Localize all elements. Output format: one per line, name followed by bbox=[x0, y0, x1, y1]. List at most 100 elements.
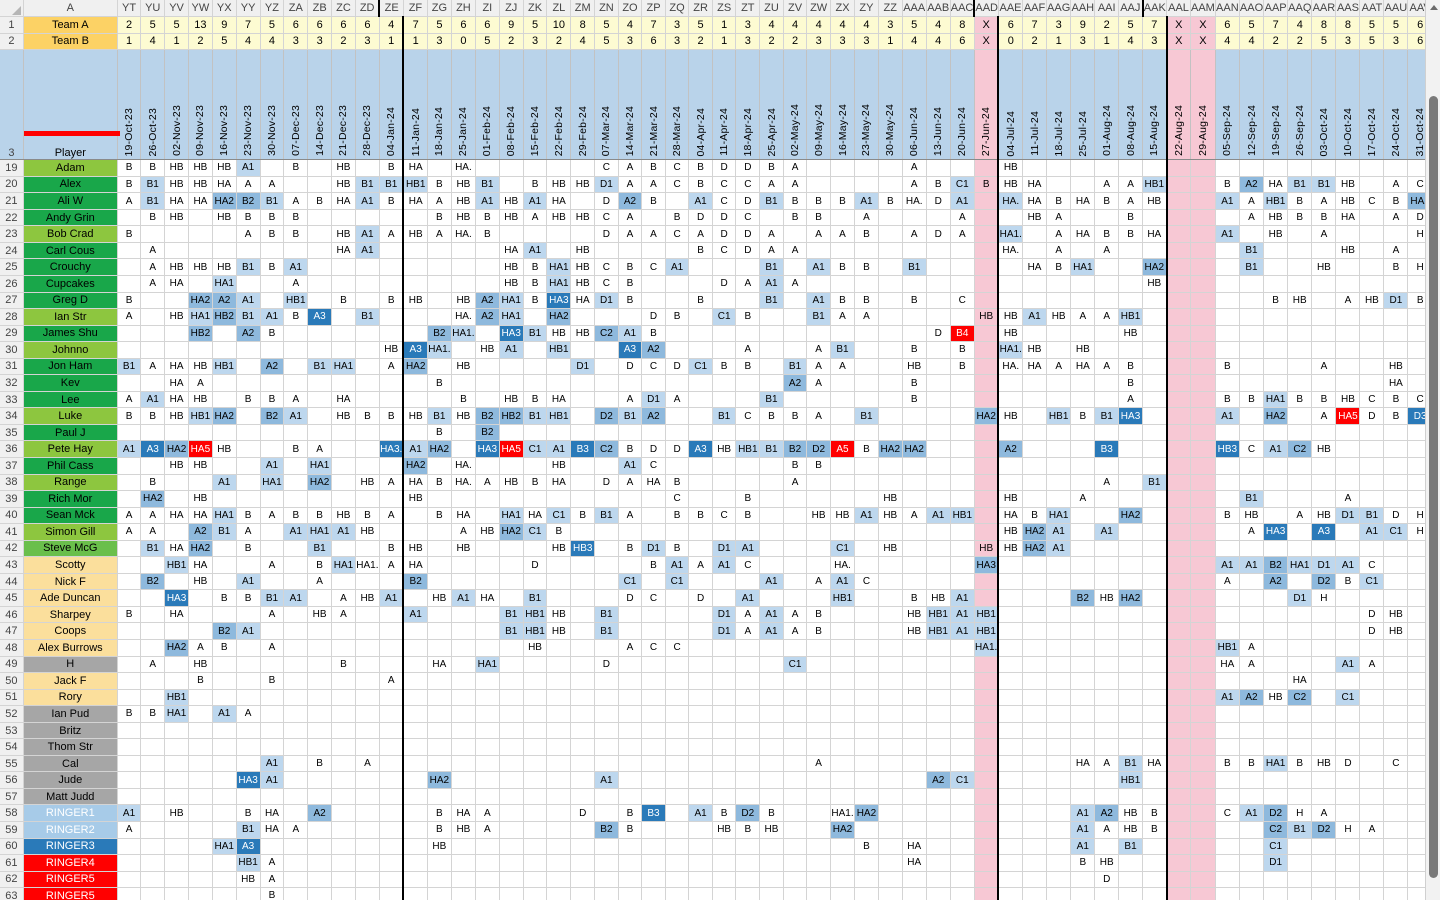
result-cell[interactable] bbox=[878, 407, 903, 425]
result-cell[interactable] bbox=[1335, 738, 1361, 756]
result-cell[interactable] bbox=[1046, 391, 1072, 409]
result-cell[interactable] bbox=[1022, 556, 1048, 574]
row-team-a-cell[interactable]: 6 bbox=[355, 16, 380, 34]
row-team-a-cell[interactable]: 6 bbox=[307, 16, 333, 34]
result-cell[interactable]: HA1. bbox=[997, 225, 1024, 243]
result-cell[interactable]: B bbox=[641, 159, 666, 177]
result-cell[interactable]: A1 bbox=[950, 622, 975, 640]
result-cell[interactable]: B1 bbox=[355, 176, 380, 194]
result-cell[interactable] bbox=[355, 275, 380, 293]
result-cell[interactable] bbox=[783, 540, 808, 558]
date-header-cell[interactable]: 18-Jul-24 bbox=[1046, 49, 1072, 161]
result-cell[interactable] bbox=[830, 738, 856, 756]
result-cell[interactable]: D bbox=[926, 325, 951, 343]
result-cell[interactable]: HB bbox=[926, 589, 951, 607]
result-cell[interactable] bbox=[641, 887, 666, 900]
result-cell[interactable]: D1 bbox=[641, 391, 666, 409]
result-cell[interactable]: B bbox=[1118, 225, 1143, 243]
result-cell[interactable] bbox=[1022, 407, 1048, 425]
result-cell[interactable]: B bbox=[950, 341, 975, 359]
result-cell[interactable]: A bbox=[1070, 308, 1096, 326]
date-header-cell[interactable]: 02-May-24 bbox=[783, 49, 808, 161]
result-cell[interactable]: HA bbox=[164, 192, 189, 210]
result-cell[interactable] bbox=[1239, 672, 1265, 690]
result-cell[interactable] bbox=[379, 871, 404, 889]
date-header-cell[interactable]: 14-Dec-23 bbox=[307, 49, 333, 161]
result-cell[interactable] bbox=[878, 374, 903, 392]
result-cell[interactable]: HA1 bbox=[164, 705, 189, 723]
row-team-a-cell[interactable]: 7 bbox=[236, 16, 261, 34]
result-cell[interactable] bbox=[1046, 672, 1072, 690]
row-team-a-cell[interactable]: 4 bbox=[1287, 16, 1313, 34]
result-cell[interactable] bbox=[212, 391, 237, 409]
result-cell[interactable] bbox=[331, 622, 356, 640]
result-cell[interactable] bbox=[806, 325, 831, 343]
result-cell[interactable] bbox=[1335, 258, 1361, 276]
result-cell[interactable] bbox=[759, 722, 784, 740]
result-cell[interactable] bbox=[570, 755, 596, 773]
result-cell[interactable] bbox=[1359, 540, 1385, 558]
result-cell[interactable] bbox=[878, 573, 903, 591]
result-cell[interactable] bbox=[1359, 308, 1385, 326]
result-cell[interactable] bbox=[546, 755, 572, 773]
column-header-aan[interactable]: AAN bbox=[1215, 0, 1240, 18]
result-cell[interactable] bbox=[902, 523, 927, 541]
result-cell[interactable] bbox=[307, 838, 333, 856]
result-cell[interactable] bbox=[688, 689, 713, 707]
result-cell[interactable] bbox=[830, 854, 856, 872]
result-cell[interactable] bbox=[830, 275, 856, 293]
result-cell[interactable]: C2 bbox=[594, 440, 619, 458]
result-cell[interactable] bbox=[830, 838, 856, 856]
result-cell[interactable] bbox=[712, 755, 737, 773]
result-cell[interactable] bbox=[1215, 738, 1240, 756]
result-cell[interactable]: A bbox=[688, 225, 713, 243]
result-cell[interactable]: C1 bbox=[523, 523, 548, 541]
result-cell[interactable] bbox=[950, 755, 975, 773]
result-cell[interactable]: B bbox=[688, 242, 713, 260]
result-cell[interactable] bbox=[1190, 672, 1216, 690]
result-cell[interactable]: A bbox=[783, 242, 808, 260]
result-cell[interactable]: HA bbox=[546, 192, 572, 210]
result-cell[interactable] bbox=[402, 209, 428, 227]
result-cell[interactable]: HA1. bbox=[974, 639, 999, 657]
result-cell[interactable] bbox=[830, 407, 856, 425]
result-cell[interactable]: HB bbox=[902, 622, 927, 640]
result-cell[interactable] bbox=[735, 705, 761, 723]
row-team-b-cell[interactable]: 1 bbox=[402, 33, 428, 51]
result-cell[interactable]: B bbox=[307, 755, 333, 773]
result-cell[interactable]: A bbox=[1311, 192, 1337, 210]
result-cell[interactable] bbox=[283, 622, 309, 640]
column-header-zo[interactable]: ZO bbox=[618, 0, 643, 18]
result-cell[interactable] bbox=[926, 374, 951, 392]
result-cell[interactable] bbox=[806, 159, 831, 177]
result-cell[interactable] bbox=[331, 341, 356, 359]
column-header-aaj[interactable]: AAJ bbox=[1118, 0, 1143, 18]
result-cell[interactable]: HB bbox=[830, 507, 856, 525]
result-cell[interactable]: HB bbox=[331, 225, 356, 243]
result-cell[interactable] bbox=[570, 639, 596, 657]
row-team-b-cell[interactable]: 4 bbox=[926, 33, 951, 51]
result-cell[interactable] bbox=[1335, 838, 1361, 856]
result-cell[interactable] bbox=[1287, 887, 1313, 900]
result-cell[interactable] bbox=[164, 854, 189, 872]
result-cell[interactable] bbox=[641, 705, 666, 723]
result-cell[interactable]: A1 bbox=[688, 804, 713, 823]
result-cell[interactable] bbox=[1190, 589, 1216, 607]
result-cell[interactable] bbox=[735, 523, 761, 541]
result-cell[interactable] bbox=[570, 771, 596, 789]
column-header-ze[interactable]: ZE bbox=[378, 0, 404, 18]
result-cell[interactable]: A bbox=[236, 176, 261, 194]
result-cell[interactable]: A bbox=[331, 606, 356, 624]
result-cell[interactable]: HB bbox=[546, 325, 572, 343]
result-cell[interactable]: A bbox=[117, 391, 142, 409]
player-name-cell[interactable]: Cal bbox=[23, 755, 118, 773]
row-header-48[interactable]: 48 bbox=[0, 639, 24, 657]
player-name-cell[interactable]: Bob Crad bbox=[23, 225, 118, 243]
result-cell[interactable] bbox=[1070, 159, 1096, 177]
result-cell[interactable] bbox=[1287, 374, 1313, 392]
player-name-cell[interactable]: Britz bbox=[23, 722, 118, 740]
result-cell[interactable]: B bbox=[236, 589, 261, 607]
result-cell[interactable] bbox=[355, 573, 380, 591]
result-cell[interactable] bbox=[735, 258, 761, 276]
result-cell[interactable] bbox=[1022, 159, 1048, 177]
